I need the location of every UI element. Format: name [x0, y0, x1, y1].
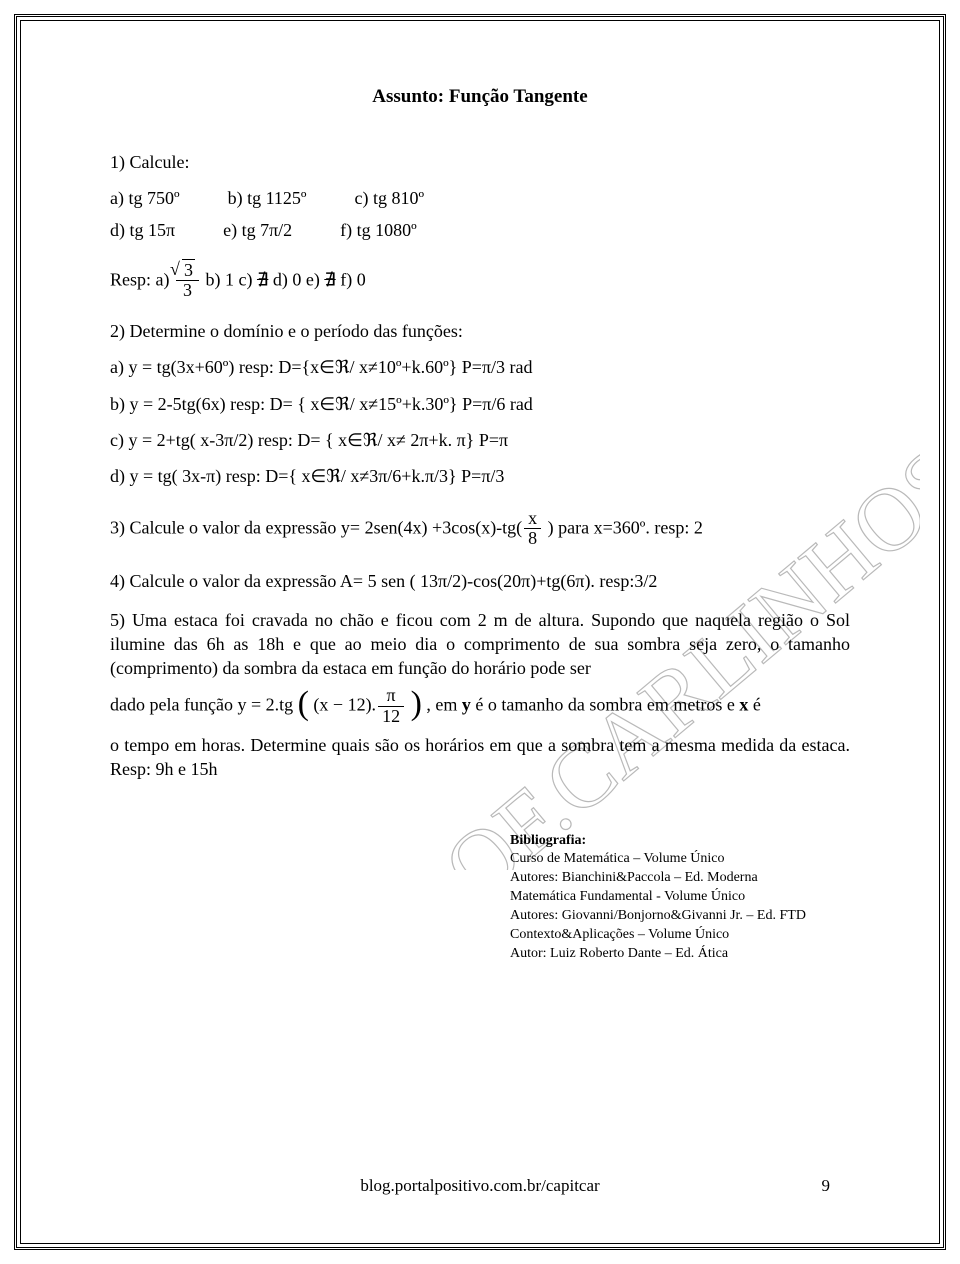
q5-l2-pre: dado pela função y = 2.tg — [110, 695, 298, 715]
biblio-head: Bibliografia: — [510, 832, 850, 851]
biblio-l4: Autores: Giovanni/Bonjorno&Givanni Jr. –… — [510, 907, 850, 926]
q5-y: y — [462, 695, 471, 715]
q1-resp: Resp: a) 3 3 b) 1 c) ∄ d) 0 e) ∄ f) 0 — [110, 261, 850, 302]
document-title: Assunto: Função Tangente — [110, 84, 850, 110]
q1-row1: a) tg 750º b) tg 1125º c) tg 810º — [110, 186, 850, 210]
biblio-l3: Matemática Fundamental - Volume Único — [510, 888, 850, 907]
q3-frac-den: 8 — [524, 529, 541, 549]
footer: blog.portalpositivo.com.br/capitcar 9 — [40, 1175, 920, 1198]
q3-frac: x 8 — [524, 509, 541, 550]
q4: 4) Calcule o valor da expressão A= 5 sen… — [110, 569, 850, 593]
q1-row2: d) tg 15π e) tg 7π/2 f) tg 1080º — [110, 218, 850, 242]
footer-url: blog.portalpositivo.com.br/capitcar — [40, 1175, 920, 1198]
q1-a: a) tg 750º — [110, 186, 180, 210]
q2-c: c) y = 2+tg( x-3π/2) resp: D= { x∈ℜ/ x≠ … — [110, 428, 850, 452]
q5-p1: 5) Uma estaca foi cravada no chão e fico… — [110, 608, 850, 681]
footer-page-number: 9 — [822, 1175, 831, 1198]
q1-resp-e-val: ∄ — [324, 269, 335, 289]
q5-line2: dado pela função y = 2.tg ( (x − 12). π … — [110, 686, 850, 727]
biblio-l1: Curso de Matemática – Volume Único — [510, 850, 850, 869]
q2-head: 2) Determine o domínio e o período das f… — [110, 319, 850, 343]
q3: 3) Calcule o valor da expressão y= 2sen(… — [110, 509, 850, 550]
q1-resp-d: d) 0 e) — [273, 269, 324, 289]
q1-resp-prefix: Resp: a) — [110, 269, 174, 289]
q5-l2-post: , em — [426, 695, 462, 715]
q5-expr-pre: (x − 12). — [313, 695, 376, 715]
q1-head: 1) Calcule: — [110, 150, 850, 174]
q2-d: d) y = tg( 3x-π) resp: D={ x∈ℜ/ x≠3π/6+k… — [110, 464, 850, 488]
q5-x: x — [739, 695, 748, 715]
q5-l2-end: é — [748, 695, 761, 715]
q1-b: b) tg 1125º — [228, 186, 307, 210]
q3-post: ) para x=360º. resp: 2 — [543, 517, 703, 537]
q1-resp-b: b) 1 c) — [205, 269, 256, 289]
page-content: PROF.CARLINHOS Assunto: Função Tangente … — [40, 40, 920, 1224]
q5-frac: π 12 — [378, 686, 404, 727]
biblio-l5: Contexto&Aplicações – Volume Único — [510, 926, 850, 945]
bibliography: Bibliografia: Curso de Matemática – Volu… — [510, 832, 850, 964]
q3-pre: 3) Calcule o valor da expressão y= 2sen(… — [110, 517, 522, 537]
q1-resp-f: f) 0 — [340, 269, 366, 289]
biblio-l6: Autor: Luiz Roberto Dante – Ed. Ática — [510, 945, 850, 964]
rparen-icon: ) — [411, 689, 422, 720]
q5-frac-num: π — [378, 686, 404, 707]
lparen-icon: ( — [298, 689, 309, 720]
q1-c: c) tg 810º — [355, 186, 425, 210]
q5-frac-den: 12 — [378, 707, 404, 727]
biblio-l2: Autores: Bianchini&Paccola – Ed. Moderna — [510, 869, 850, 888]
q2-a: a) y = tg(3x+60º) resp: D={x∈ℜ/ x≠10º+k.… — [110, 355, 850, 379]
q1-e: e) tg 7π/2 — [223, 218, 292, 242]
q1-resp-c-val: ∄ — [257, 269, 268, 289]
q1-f: f) tg 1080º — [340, 218, 417, 242]
q5-l2-mid: é o tamanho da sombra em metros e — [471, 695, 739, 715]
q1-resp-a-frac: 3 3 — [176, 261, 199, 302]
q5-p3: o tempo em horas. Determine quais são os… — [110, 733, 850, 782]
q3-frac-num: x — [524, 509, 541, 530]
q1-d: d) tg 15π — [110, 218, 175, 242]
q2-b: b) y = 2-5tg(6x) resp: D= { x∈ℜ/ x≠15º+k… — [110, 392, 850, 416]
